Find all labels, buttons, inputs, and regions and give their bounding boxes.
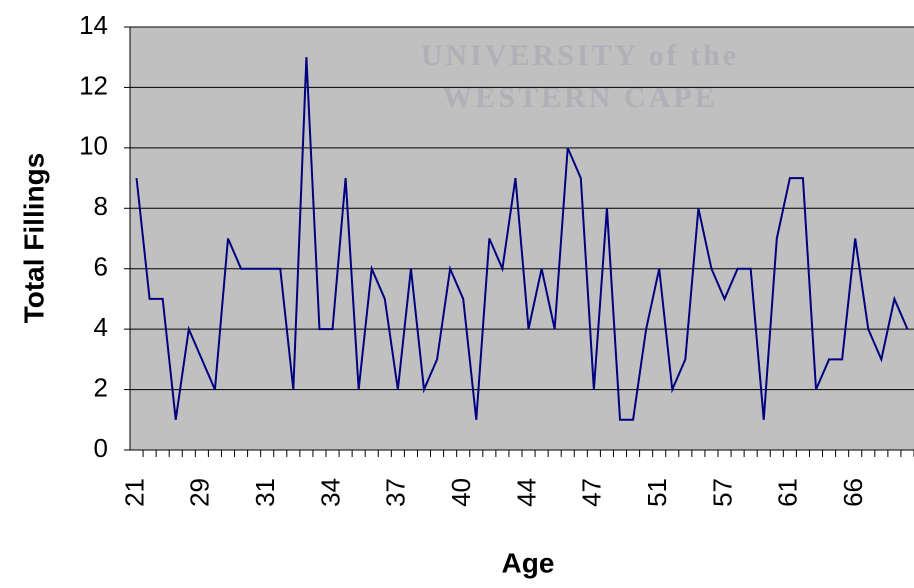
watermark: WESTERN CAPE [442,81,717,114]
plot-area [130,27,914,450]
y-tick-label: 10 [79,131,108,161]
x-tick-label: 34 [315,478,345,507]
x-tick-label: 57 [707,478,737,507]
x-tick-label: 44 [511,478,541,507]
y-axis-title: Total Fillings [18,153,49,324]
y-tick-label: 0 [94,433,108,463]
y-tick-label: 4 [94,312,108,342]
y-tick-label: 2 [94,372,108,402]
x-tick-label: 51 [642,478,672,507]
x-tick-label: 29 [185,478,215,507]
y-tick-label: 6 [94,252,108,282]
x-tick-label: 37 [381,478,411,507]
x-tick-label: 66 [838,478,868,507]
x-tick-label: 47 [577,478,607,507]
watermark: UNIVERSITY of the [421,39,739,72]
y-tick-label: 8 [94,191,108,221]
x-tick-label: 40 [446,478,476,507]
x-tick-label: 61 [773,478,803,507]
x-tick-label: 31 [250,478,280,507]
x-tick-label: 21 [119,478,149,507]
x-axis-title: Age [502,547,555,578]
y-tick-label: 14 [79,10,108,40]
data-line [135,57,909,421]
y-tick-label: 12 [79,70,108,100]
